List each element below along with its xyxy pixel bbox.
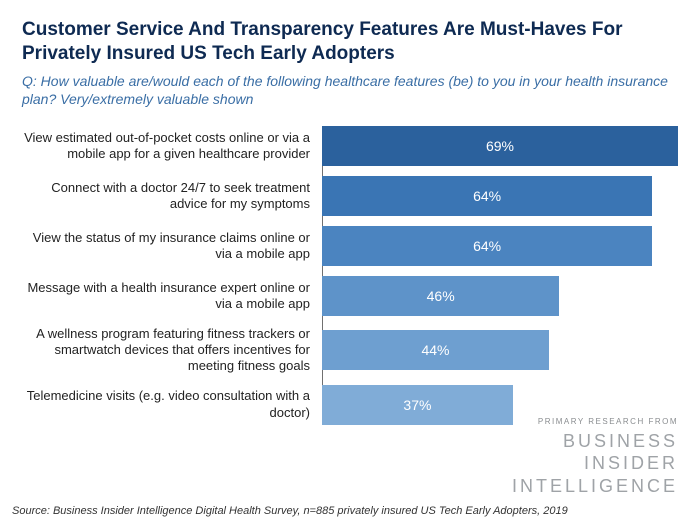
bar-value: 64% [473,188,501,204]
bar-area: 64% [322,226,678,266]
bar-label: View the status of my insurance claims o… [22,230,322,263]
chart-row: Connect with a doctor 24/7 to seek treat… [22,176,678,216]
bar-label: Message with a health insurance expert o… [22,280,322,313]
bar-area: 44% [322,330,678,370]
chart-row: Message with a health insurance expert o… [22,276,678,316]
logo-tagline: PRIMARY RESEARCH FROM [512,417,678,427]
bar: 64% [322,176,652,216]
chart-row: View estimated out-of-pocket costs onlin… [22,126,678,166]
bar-chart: View estimated out-of-pocket costs onlin… [22,126,678,425]
chart-row: View the status of my insurance claims o… [22,226,678,266]
bar-area: 69% [322,126,678,166]
bar-area: 64% [322,176,678,216]
bar-value: 64% [473,238,501,254]
bar-label: Connect with a doctor 24/7 to seek treat… [22,180,322,213]
bar-label: Telemedicine visits (e.g. video consulta… [22,388,322,421]
bar-value: 46% [427,288,455,304]
bar-value: 37% [403,397,431,413]
bar: 69% [322,126,678,166]
bar-value: 69% [486,138,514,154]
logo-line2: INSIDER [512,452,678,475]
chart-title: Customer Service And Transparency Featur… [22,18,678,66]
bar-value: 44% [421,342,449,358]
bar-label: A wellness program featuring fitness tra… [22,326,322,375]
bar: 46% [322,276,559,316]
source-text: Source: Business Insider Intelligence Di… [12,505,568,517]
chart-row: A wellness program featuring fitness tra… [22,326,678,375]
chart-subtitle: Q: How valuable are/would each of the fo… [22,72,678,108]
logo-line3: INTELLIGENCE [512,475,678,498]
bar-label: View estimated out-of-pocket costs onlin… [22,130,322,163]
bar: 44% [322,330,549,370]
logo-line1: BUSINESS [512,430,678,453]
bar: 37% [322,385,513,425]
bar-area: 46% [322,276,678,316]
bar: 64% [322,226,652,266]
brand-logo: PRIMARY RESEARCH FROM BUSINESS INSIDER I… [512,417,678,498]
